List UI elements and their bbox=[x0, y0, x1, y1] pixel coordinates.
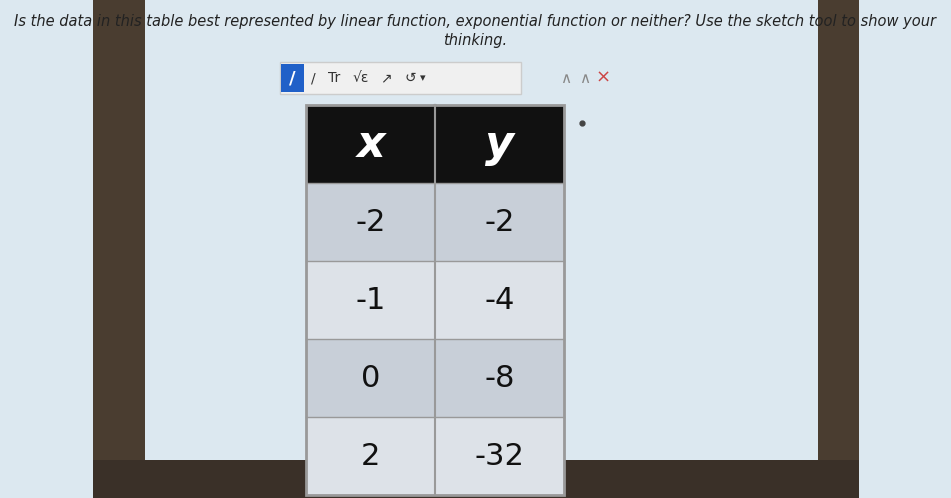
Text: y: y bbox=[485, 123, 514, 165]
Text: ▾: ▾ bbox=[420, 73, 426, 83]
Bar bbox=[93, 460, 859, 498]
Text: ↺: ↺ bbox=[404, 71, 416, 85]
Bar bbox=[146, 0, 818, 460]
Text: x: x bbox=[357, 123, 385, 165]
Bar bbox=[306, 339, 564, 417]
Bar bbox=[306, 417, 564, 495]
Text: ↗: ↗ bbox=[380, 71, 392, 85]
Bar bbox=[818, 0, 859, 498]
Bar bbox=[93, 0, 146, 498]
Bar bbox=[306, 261, 564, 339]
Text: 0: 0 bbox=[361, 364, 380, 392]
Text: ∧: ∧ bbox=[560, 71, 572, 86]
Text: -8: -8 bbox=[484, 364, 514, 392]
Bar bbox=[281, 64, 304, 92]
Text: /: / bbox=[311, 71, 316, 85]
Text: ∧: ∧ bbox=[578, 71, 590, 86]
Text: thinking.: thinking. bbox=[443, 33, 508, 48]
Bar bbox=[280, 62, 521, 94]
Text: Is the data in this table best represented by linear function, exponential funct: Is the data in this table best represent… bbox=[14, 14, 937, 29]
Text: -4: -4 bbox=[484, 285, 514, 315]
Text: Tr: Tr bbox=[328, 71, 340, 85]
Text: -1: -1 bbox=[356, 285, 386, 315]
Text: √ε: √ε bbox=[352, 71, 368, 85]
Bar bbox=[306, 105, 564, 495]
Bar bbox=[306, 105, 564, 183]
Text: -2: -2 bbox=[484, 208, 514, 237]
Text: 2: 2 bbox=[361, 442, 380, 471]
Text: -32: -32 bbox=[475, 442, 525, 471]
Text: /: / bbox=[289, 69, 296, 87]
Text: ×: × bbox=[596, 69, 611, 87]
Bar bbox=[306, 183, 564, 261]
Text: -2: -2 bbox=[356, 208, 386, 237]
